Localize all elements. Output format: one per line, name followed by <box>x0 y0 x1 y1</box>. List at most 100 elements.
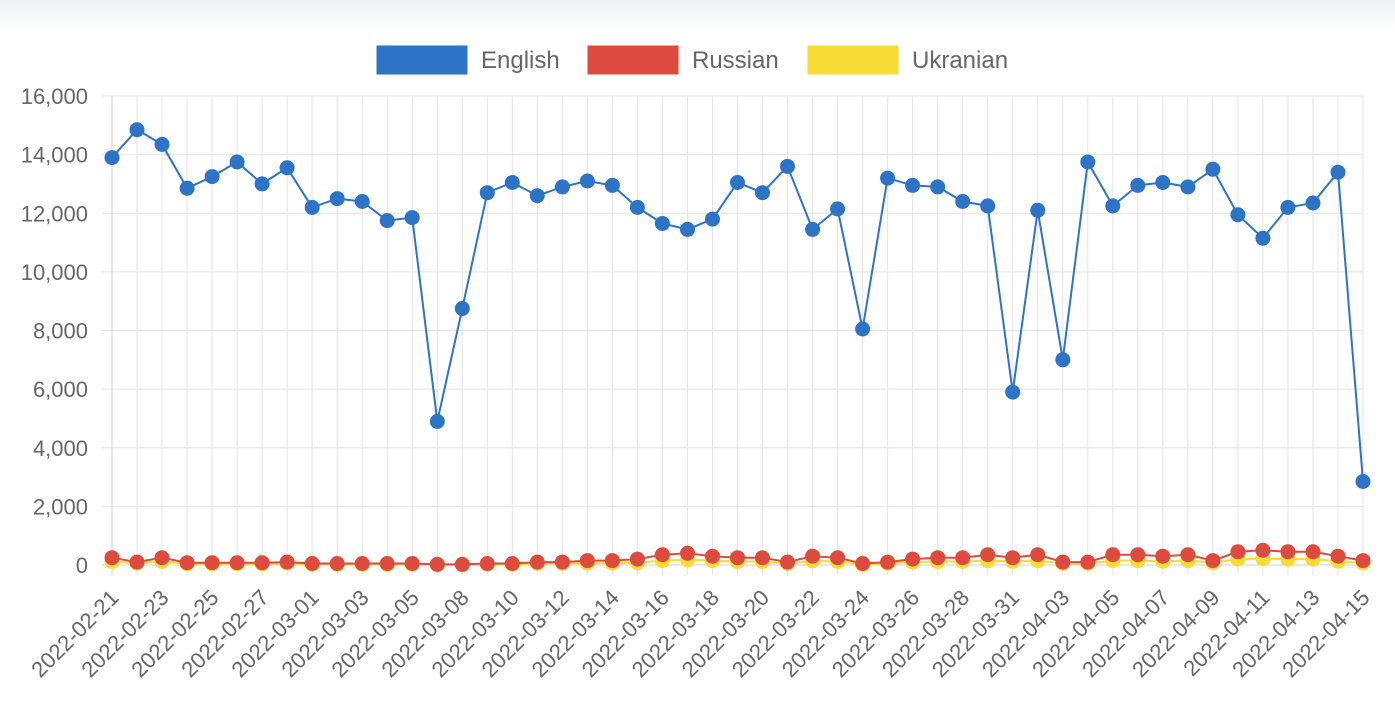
data-point-russian <box>905 551 921 567</box>
data-point-english <box>880 170 896 186</box>
data-point-russian <box>454 556 470 572</box>
data-point-english <box>504 175 520 190</box>
data-point-russian <box>129 554 145 570</box>
y-tick-label: 10,000 <box>21 260 88 285</box>
data-point-russian <box>1130 547 1146 563</box>
axes: 16,000 14,000 12,000 10,000 8,000 6,000 4,000 2… <box>21 84 1375 682</box>
data-point-russian <box>1105 547 1121 563</box>
legend-item-english[interactable]: English <box>376 45 560 75</box>
data-point-english <box>1205 161 1221 177</box>
data-point-russian <box>179 555 195 571</box>
data-point-russian <box>554 554 570 570</box>
data-point-english <box>1055 352 1071 368</box>
data-point-english <box>1255 230 1271 246</box>
data-point-english <box>329 191 345 207</box>
data-point-english <box>730 175 745 190</box>
data-point-english <box>680 221 695 237</box>
data-point-russian <box>1180 547 1196 563</box>
data-point-english <box>429 413 445 429</box>
data-point-russian <box>1355 553 1371 569</box>
data-point-russian <box>429 556 445 572</box>
data-point-english <box>629 199 645 215</box>
y-tick-label: 0 <box>76 553 88 578</box>
data-point-english <box>1305 195 1321 211</box>
series-english <box>104 122 1371 489</box>
data-point-english <box>1355 474 1371 489</box>
data-point-russian <box>629 551 645 567</box>
data-point-russian <box>304 556 320 571</box>
data-point-english <box>905 177 921 193</box>
data-point-russian <box>279 554 295 570</box>
data-point-russian <box>1055 554 1071 570</box>
data-point-english <box>1280 199 1296 215</box>
data-point-russian <box>104 550 120 566</box>
data-point-russian <box>730 550 745 566</box>
legend-swatch <box>807 45 899 75</box>
data-point-russian <box>354 556 370 571</box>
data-point-russian <box>1155 548 1171 564</box>
data-point-english <box>579 173 595 189</box>
legend-item-ukranian[interactable]: Ukranian <box>807 45 1008 75</box>
data-point-russian <box>930 550 946 566</box>
data-point-russian <box>755 550 770 566</box>
data-point-russian <box>705 548 720 564</box>
data-point-russian <box>1205 553 1221 569</box>
data-point-english <box>454 301 470 316</box>
data-point-english <box>304 199 320 215</box>
data-point-english <box>1155 175 1171 190</box>
y-tick-label: 12,000 <box>21 201 88 226</box>
data-point-russian <box>1330 548 1346 564</box>
data-point-english <box>930 179 946 195</box>
data-point-russian <box>1255 542 1271 558</box>
legend-label: Ukranian <box>912 47 1008 74</box>
data-point-russian <box>379 556 395 571</box>
y-tick-label: 2,000 <box>33 494 88 519</box>
y-tick-label: 4,000 <box>33 436 88 461</box>
data-point-russian <box>855 556 871 571</box>
data-point-english <box>980 198 996 214</box>
series-layer <box>104 122 1371 573</box>
data-point-russian <box>529 554 545 570</box>
data-point-russian <box>1030 547 1046 563</box>
legend-swatch <box>376 45 468 75</box>
data-point-russian <box>1080 554 1096 570</box>
data-point-russian <box>805 548 821 564</box>
data-point-russian <box>1230 544 1246 560</box>
data-point-russian <box>1305 544 1321 560</box>
data-point-english <box>229 154 245 170</box>
data-point-english <box>1005 384 1021 400</box>
data-point-english <box>1105 198 1121 214</box>
data-point-english <box>705 211 720 227</box>
legend[interactable]: English Russian Ukranian <box>376 45 1008 75</box>
data-point-russian <box>504 556 520 571</box>
data-point-russian <box>329 556 345 571</box>
data-point-english <box>279 160 295 176</box>
legend-item-russian[interactable]: Russian <box>587 45 779 75</box>
data-point-russian <box>479 556 495 571</box>
data-point-russian <box>955 550 971 566</box>
data-point-english <box>354 194 370 209</box>
data-point-english <box>1180 179 1196 195</box>
data-point-russian <box>154 550 170 566</box>
data-point-english <box>254 176 270 192</box>
top-shade <box>0 0 1395 30</box>
data-point-russian <box>604 553 620 569</box>
data-point-english <box>755 185 770 201</box>
legend-swatch <box>587 45 679 75</box>
legend-label: English <box>481 47 560 74</box>
data-point-english <box>654 216 670 231</box>
y-tick-label: 16,000 <box>21 84 88 109</box>
data-point-english <box>1230 207 1246 223</box>
data-point-english <box>805 221 821 237</box>
data-point-russian <box>780 554 795 570</box>
data-point-russian <box>254 555 270 571</box>
y-tick-label: 8,000 <box>33 319 88 344</box>
data-point-english <box>1080 154 1096 170</box>
data-point-english <box>1030 202 1046 218</box>
y-tick-label: 14,000 <box>21 143 88 168</box>
data-point-russian <box>1280 544 1296 560</box>
data-point-english <box>1330 164 1346 180</box>
data-point-english <box>529 188 545 204</box>
